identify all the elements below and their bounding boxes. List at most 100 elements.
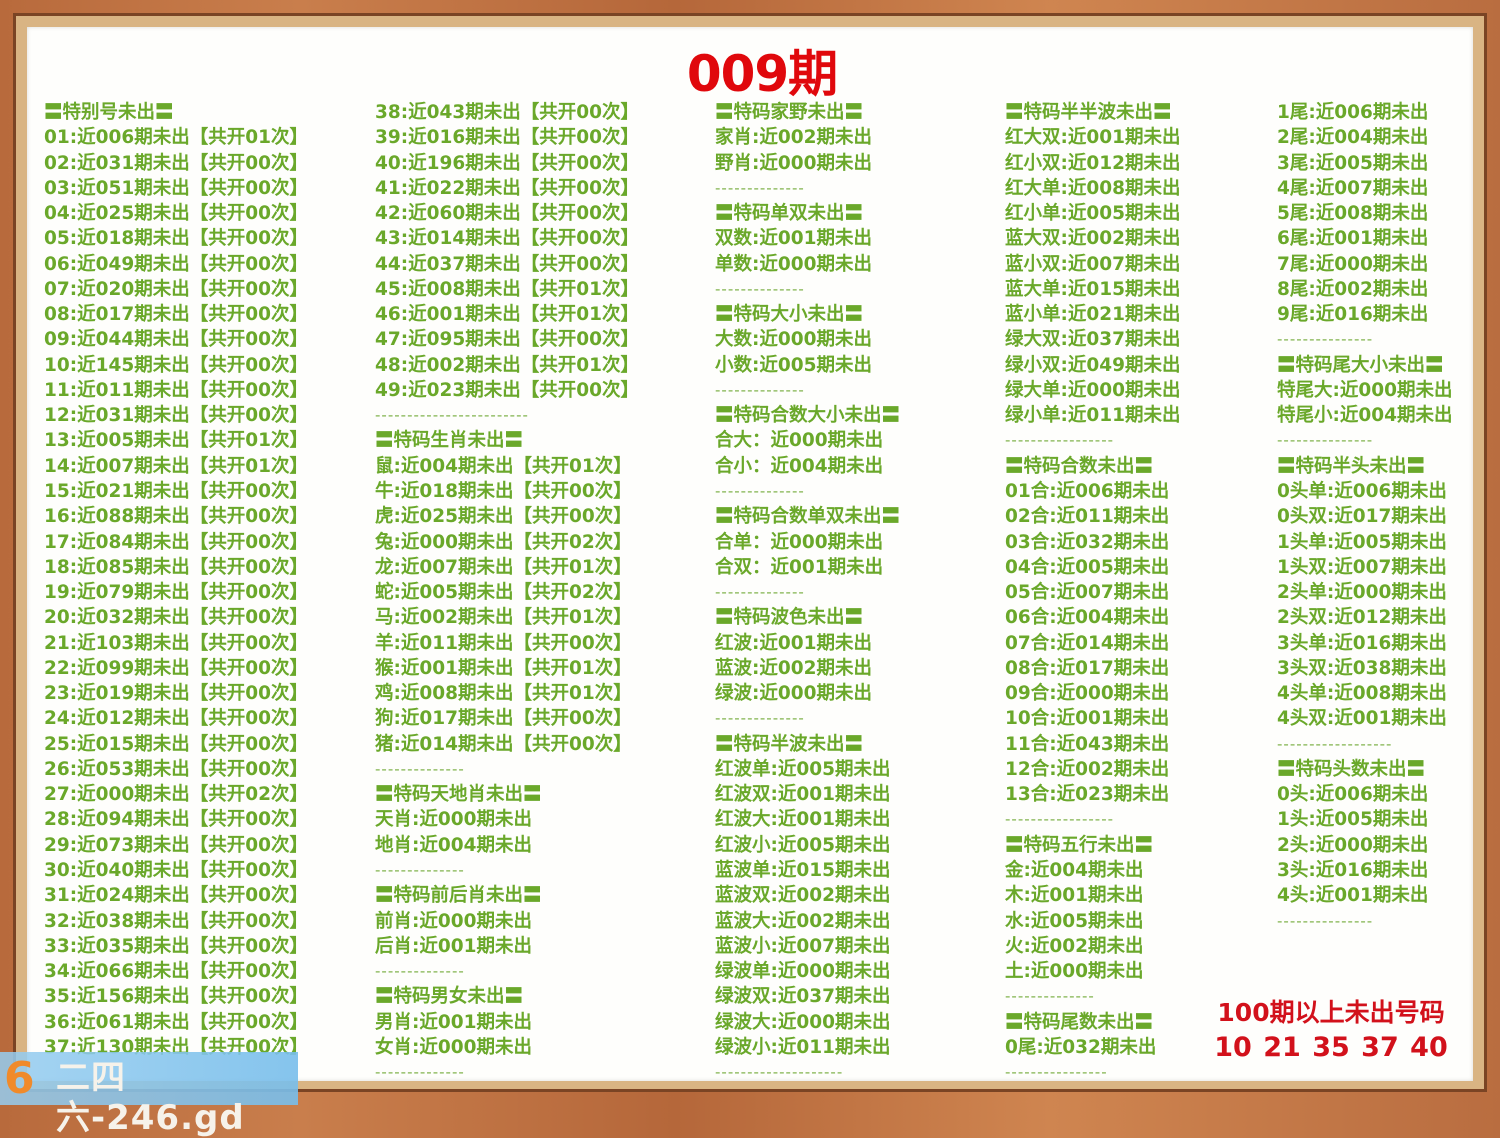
stat-row: 兔:近000期未出【共开02次】 <box>375 531 632 553</box>
section-divider: --------------- <box>1277 431 1374 450</box>
stat-row: 02:近031期未出【共开00次】 <box>44 152 309 174</box>
stat-row: 虎:近025期未出【共开00次】 <box>375 506 632 528</box>
section-heading: 〓特码合数大小未出〓 <box>715 405 901 427</box>
stat-row: 4头单:近008期未出 <box>1277 683 1447 705</box>
stat-row: 大数:近000期未出 <box>715 329 873 351</box>
stat-row: 绿波大:近000期未出 <box>715 1011 891 1033</box>
stat-row: 43:近014期未出【共开00次】 <box>375 228 640 250</box>
section-divider: -------------- <box>375 962 465 981</box>
stat-row: 14:近007期未出【共开01次】 <box>44 455 309 477</box>
stat-row: 06:近049期未出【共开00次】 <box>44 253 309 275</box>
stat-row: 水:近005期未出 <box>1005 910 1144 932</box>
stat-row: 前肖:近000期未出 <box>375 910 533 932</box>
section-divider: --------------- <box>1277 330 1374 349</box>
section-heading: 〓特码半半波未出〓 <box>1005 102 1172 123</box>
stat-row: 4尾:近007期未出 <box>1277 177 1429 199</box>
section-heading: 〓特码尾数未出〓 <box>1005 1011 1154 1033</box>
stat-row: 木:近001期未出 <box>1005 885 1144 907</box>
stat-row: 03:近051期未出【共开00次】 <box>44 177 309 199</box>
issue-title: 009期 <box>686 45 838 103</box>
stat-row: 16:近088期未出【共开00次】 <box>44 506 309 528</box>
stat-row: 17:近084期未出【共开00次】 <box>44 531 309 553</box>
stat-row: 13:近005期未出【共开01次】 <box>44 430 309 452</box>
section-heading: 〓特码家野未出〓 <box>715 102 864 123</box>
stat-row: 3头:近016期未出 <box>1277 859 1429 881</box>
stat-row: 龙:近007期未出【共开01次】 <box>375 556 632 578</box>
stat-row: 野肖:近000期未出 <box>715 152 873 174</box>
stat-row: 红波双:近001期未出 <box>715 784 891 806</box>
stat-row: 鸡:近008期未出【共开01次】 <box>375 683 632 705</box>
stat-row: 蓝波单:近015期未出 <box>715 859 891 881</box>
section-divider: -------------- <box>715 481 805 500</box>
stat-row: 0头单:近006期未出 <box>1277 480 1447 502</box>
stat-row: 45:近008期未出【共开01次】 <box>375 278 640 300</box>
stat-row: 25:近015期未出【共开00次】 <box>44 733 309 755</box>
section-heading: 〓特码半波未出〓 <box>715 733 864 755</box>
cold-numbers-label: 100期以上未出号码 <box>1217 998 1445 1027</box>
stat-row: 04:近025期未出【共开00次】 <box>44 203 309 225</box>
stat-row: 马:近002期未出【共开01次】 <box>375 607 632 629</box>
stat-row: 15:近021期未出【共开00次】 <box>44 480 309 502</box>
stat-row: 21:近103期未出【共开00次】 <box>44 632 309 654</box>
stat-row: 09:近044期未出【共开00次】 <box>44 329 309 351</box>
section-divider: -------------- <box>1005 987 1095 1006</box>
stat-row: 34:近066期未出【共开00次】 <box>44 961 309 983</box>
stat-row: 金:近004期未出 <box>1005 859 1144 881</box>
section-divider: -------------- <box>375 1063 465 1082</box>
cold-numbers-list: 10 21 35 37 40 <box>1214 1032 1448 1063</box>
stat-row: 1头单:近005期未出 <box>1277 531 1447 553</box>
stat-row: 07合:近014期未出 <box>1005 632 1170 654</box>
stat-row: 42:近060期未出【共开00次】 <box>375 203 640 225</box>
section-heading: 〓特码五行未出〓 <box>1005 834 1154 856</box>
stat-row: 03合:近032期未出 <box>1005 531 1170 553</box>
stat-row: 后肖:近001期未出 <box>375 935 533 957</box>
stat-row: 05:近018期未出【共开00次】 <box>44 228 309 250</box>
stat-row: 合双：近001期未出 <box>715 556 884 578</box>
section-divider: --------------- <box>1277 911 1374 930</box>
stat-row: 10合:近001期未出 <box>1005 708 1170 730</box>
stat-row: 2头:近000期未出 <box>1277 834 1429 856</box>
stat-row: 44:近037期未出【共开00次】 <box>375 253 640 275</box>
stat-row: 红波大:近001期未出 <box>715 809 891 831</box>
stat-row: 09合:近000期未出 <box>1005 683 1170 705</box>
column-special-numbers: 〓特别号未出〓 01:近006期未出【共开01次】 02:近031期未出【共开00次… <box>44 100 308 1060</box>
stat-row: 02合:近011期未出 <box>1005 506 1170 528</box>
stat-row: 蛇:近005期未出【共开02次】 <box>375 582 632 604</box>
stat-row: 13合:近023期未出 <box>1005 784 1170 806</box>
stat-row: 天肖:近000期未出 <box>375 809 533 831</box>
stat-row: 合单：近000期未出 <box>715 531 884 553</box>
stat-row: 3尾:近005期未出 <box>1277 152 1429 174</box>
section-heading: 〓特码前后肖未出〓 <box>375 885 542 907</box>
section-heading: 〓特别号未出〓 <box>44 102 174 123</box>
stat-row: 12合:近002期未出 <box>1005 758 1170 780</box>
stat-row: 33:近035期未出【共开00次】 <box>44 935 309 957</box>
section-divider: -------------- <box>375 860 465 879</box>
stat-row: 28:近094期未出【共开00次】 <box>44 809 309 831</box>
stat-row: 1尾:近006期未出 <box>1277 102 1429 123</box>
stat-row: 蓝大单:近015期未出 <box>1005 278 1181 300</box>
stat-row: 单数:近000期未出 <box>715 253 873 275</box>
cold-numbers-box: 100期以上未出号码 10 21 35 37 40 <box>1200 996 1462 1066</box>
section-divider: ------------------ <box>1277 734 1393 753</box>
site-watermark-text: 二四六-246.gd <box>56 1058 245 1138</box>
column-attributes-waves: 〓特码家野未出〓 家肖:近002期未出 野肖:近000期未出 ------------… <box>715 100 900 1085</box>
section-divider: -------------- <box>715 279 805 298</box>
stat-row: 蓝大双:近002期未出 <box>1005 228 1181 250</box>
stat-row: 鼠:近004期未出【共开01次】 <box>375 455 632 477</box>
stat-row: 41:近022期未出【共开00次】 <box>375 177 640 199</box>
stat-row: 土:近000期未出 <box>1005 961 1144 983</box>
section-heading: 〓特码男女未出〓 <box>375 986 524 1008</box>
stat-row: 36:近061期未出【共开00次】 <box>44 1011 309 1033</box>
stat-row: 红波:近001期未出 <box>715 632 873 654</box>
stat-row: 0头双:近017期未出 <box>1277 506 1447 528</box>
stat-row: 20:近032期未出【共开00次】 <box>44 607 309 629</box>
stat-row: 35:近156期未出【共开00次】 <box>44 986 309 1008</box>
stat-row: 01:近006期未出【共开01次】 <box>44 127 309 149</box>
stat-row: 狗:近017期未出【共开00次】 <box>375 708 632 730</box>
stat-row: 家肖:近002期未出 <box>715 127 873 149</box>
stat-row: 红小单:近005期未出 <box>1005 203 1181 225</box>
section-divider: -------------- <box>715 583 805 602</box>
column-numbers-zodiac: 38:近043期未出【共开00次】 39:近016期未出【共开00次】 40:近19… <box>375 100 639 1085</box>
stat-row: 绿波单:近000期未出 <box>715 961 891 983</box>
stat-row: 红大双:近001期未出 <box>1005 127 1181 149</box>
